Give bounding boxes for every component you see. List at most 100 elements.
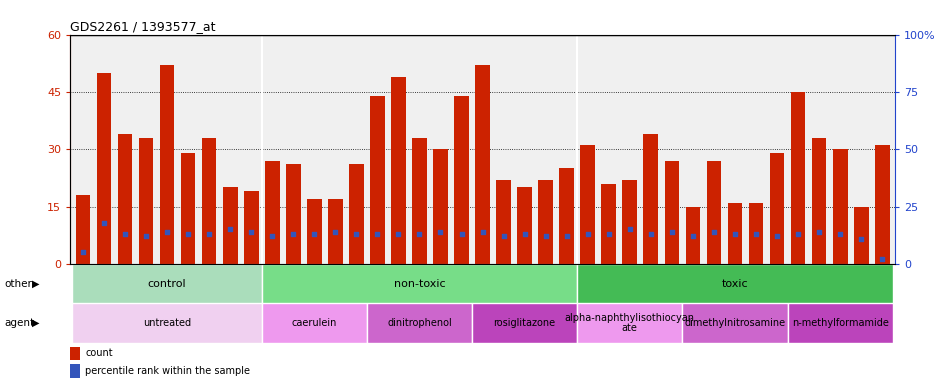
- Bar: [454, 96, 468, 264]
- Bar: [139, 138, 154, 264]
- Point: [706, 229, 721, 235]
- Bar: [727, 203, 741, 264]
- Point: [96, 220, 111, 226]
- Text: caerulein: caerulein: [291, 318, 337, 328]
- Text: other: other: [5, 278, 33, 288]
- Point: [370, 231, 385, 237]
- Bar: [243, 191, 258, 264]
- Point: [390, 231, 405, 237]
- Text: ▶: ▶: [32, 318, 39, 328]
- Bar: [118, 134, 132, 264]
- Bar: [367, 303, 472, 343]
- Point: [811, 229, 826, 235]
- Text: ▶: ▶: [32, 278, 39, 288]
- Text: control: control: [148, 278, 186, 288]
- Bar: [537, 180, 552, 264]
- Point: [348, 231, 363, 237]
- Bar: [70, 347, 80, 361]
- Bar: [72, 264, 261, 303]
- Point: [328, 229, 343, 235]
- Bar: [307, 199, 321, 264]
- Bar: [577, 264, 892, 303]
- Bar: [328, 199, 343, 264]
- Point: [285, 231, 300, 237]
- Point: [181, 231, 196, 237]
- Text: untreated: untreated: [143, 318, 191, 328]
- Point: [432, 229, 447, 235]
- Bar: [787, 303, 892, 343]
- Bar: [622, 180, 636, 264]
- Bar: [223, 187, 237, 264]
- Bar: [261, 303, 367, 343]
- Point: [559, 233, 574, 239]
- Bar: [664, 161, 679, 264]
- Bar: [285, 164, 300, 264]
- Bar: [70, 364, 80, 378]
- Point: [475, 229, 490, 235]
- Bar: [348, 164, 363, 264]
- Bar: [517, 187, 532, 264]
- Bar: [475, 65, 490, 264]
- Point: [622, 227, 636, 233]
- Text: n-methylformamide: n-methylformamide: [791, 318, 887, 328]
- Text: non-toxic: non-toxic: [393, 278, 445, 288]
- Point: [265, 233, 280, 239]
- Bar: [748, 203, 763, 264]
- Text: count: count: [85, 348, 112, 358]
- Bar: [559, 168, 574, 264]
- Text: dimethylnitrosamine: dimethylnitrosamine: [683, 318, 784, 328]
- Point: [537, 233, 552, 239]
- Bar: [768, 153, 783, 264]
- Point: [306, 231, 321, 237]
- Bar: [811, 138, 826, 264]
- Point: [454, 231, 469, 237]
- Point: [75, 249, 90, 255]
- Bar: [390, 76, 405, 264]
- Bar: [370, 96, 385, 264]
- Point: [517, 231, 532, 237]
- Bar: [496, 180, 510, 264]
- Bar: [159, 65, 174, 264]
- Bar: [643, 134, 657, 264]
- Bar: [412, 138, 427, 264]
- Bar: [96, 73, 111, 264]
- Bar: [601, 184, 616, 264]
- Bar: [201, 138, 216, 264]
- Bar: [790, 92, 805, 264]
- Bar: [685, 207, 699, 264]
- Point: [726, 231, 741, 237]
- Bar: [472, 303, 577, 343]
- Bar: [261, 264, 577, 303]
- Point: [159, 229, 174, 235]
- Bar: [853, 207, 868, 264]
- Text: toxic: toxic: [721, 278, 748, 288]
- Bar: [76, 195, 90, 264]
- Point: [495, 233, 510, 239]
- Point: [117, 231, 132, 237]
- Point: [223, 227, 238, 233]
- Bar: [706, 161, 721, 264]
- Text: agent: agent: [5, 318, 35, 328]
- Bar: [832, 149, 846, 264]
- Bar: [432, 149, 447, 264]
- Bar: [265, 161, 279, 264]
- Text: percentile rank within the sample: percentile rank within the sample: [85, 366, 250, 376]
- Point: [790, 231, 805, 237]
- Bar: [577, 303, 681, 343]
- Point: [832, 231, 847, 237]
- Bar: [181, 153, 196, 264]
- Text: dinitrophenol: dinitrophenol: [387, 318, 451, 328]
- Point: [768, 233, 783, 239]
- Text: GDS2261 / 1393577_at: GDS2261 / 1393577_at: [70, 20, 215, 33]
- Point: [874, 256, 889, 262]
- Bar: [579, 146, 594, 264]
- Point: [579, 231, 594, 237]
- Point: [684, 233, 699, 239]
- Point: [853, 235, 868, 242]
- Point: [601, 231, 616, 237]
- Bar: [681, 303, 787, 343]
- Point: [664, 229, 679, 235]
- Text: rosiglitazone: rosiglitazone: [493, 318, 555, 328]
- Text: alpha-naphthylisothiocyan
ate: alpha-naphthylisothiocyan ate: [564, 313, 695, 333]
- Bar: [72, 303, 261, 343]
